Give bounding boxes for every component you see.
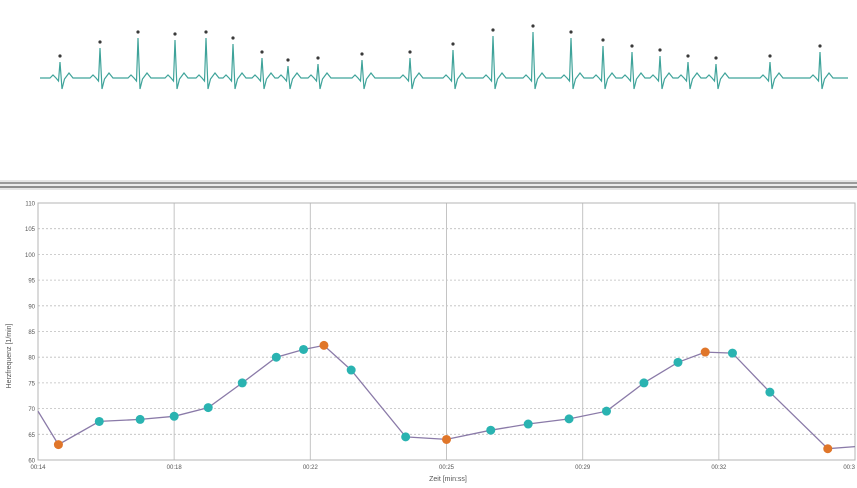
- r-peak-marker: [569, 30, 573, 34]
- r-peak-marker: [768, 54, 772, 58]
- r-peak-marker: [260, 50, 264, 54]
- data-point[interactable]: [564, 414, 574, 424]
- r-peak-marker: [98, 40, 102, 44]
- data-point[interactable]: [299, 344, 309, 354]
- x-tick-label: 00:22: [303, 465, 319, 471]
- r-peak-marker: [316, 56, 320, 60]
- extreme-data-point[interactable]: [442, 434, 451, 444]
- extreme-data-point[interactable]: [823, 444, 833, 454]
- extreme-data-point[interactable]: [53, 440, 63, 450]
- r-peak-marker: [204, 30, 208, 34]
- r-peak-marker: [231, 36, 235, 40]
- r-peak-marker: [686, 54, 690, 58]
- x-tick-label: 00:29: [575, 465, 591, 471]
- r-peak-marker: [531, 24, 535, 28]
- y-tick-label: 75: [28, 381, 35, 387]
- data-point[interactable]: [169, 411, 179, 421]
- y-tick-label: 100: [25, 253, 36, 259]
- x-axis-label: Zeit [min:ss]: [429, 476, 467, 483]
- x-tick-label: 00:14: [30, 465, 46, 471]
- data-point[interactable]: [203, 403, 213, 413]
- data-point[interactable]: [271, 352, 281, 362]
- heart-rate-points: [53, 340, 833, 454]
- y-axis-label: Herzfrequenz [1/min]: [6, 323, 13, 388]
- y-tick-label: 95: [28, 279, 35, 285]
- ecg-strip-panel: [0, 0, 857, 180]
- r-peak-marker: [136, 30, 140, 34]
- y-tick-label: 85: [28, 330, 35, 336]
- r-peak-marker: [286, 58, 290, 62]
- data-point[interactable]: [486, 425, 496, 435]
- data-point[interactable]: [94, 416, 104, 426]
- data-point[interactable]: [346, 365, 356, 375]
- data-point[interactable]: [727, 348, 737, 358]
- y-tick-label: 60: [28, 459, 35, 465]
- extreme-data-point[interactable]: [700, 347, 710, 357]
- x-tick-label: 00:3: [843, 465, 855, 471]
- data-point[interactable]: [523, 419, 533, 429]
- y-tick-label: 110: [25, 202, 35, 208]
- x-axis-ticks: 00:14 00:18 00:22 00:25 00:29 00:32 00:3: [30, 465, 855, 471]
- r-peak-marker: [601, 38, 605, 42]
- r-peak-marker: [658, 48, 662, 52]
- r-peak-marker: [408, 50, 412, 54]
- data-point[interactable]: [673, 357, 683, 367]
- chart-grid: [37, 202, 856, 461]
- r-peak-marker: [58, 54, 62, 58]
- y-tick-label: 90: [28, 304, 35, 310]
- y-tick-label: 105: [25, 227, 36, 233]
- extreme-data-point[interactable]: [319, 340, 329, 350]
- r-peak-marker: [451, 42, 455, 46]
- r-peak-marker: [818, 44, 822, 48]
- ecg-strip: [40, 24, 848, 90]
- plot-area-border: [37, 202, 856, 461]
- panel-splitter[interactable]: [0, 180, 857, 190]
- data-point[interactable]: [135, 414, 145, 424]
- y-tick-label: 70: [28, 407, 35, 413]
- data-point[interactable]: [639, 378, 649, 388]
- data-point[interactable]: [237, 378, 247, 388]
- y-tick-label: 80: [28, 356, 35, 362]
- r-peak-marker: [714, 56, 718, 60]
- y-tick-label: 65: [28, 433, 35, 439]
- heart-rate-chart: 60 65 70 75 80 85 90 95 100 105 110 00:14 00:18 00:2…: [6, 202, 856, 484]
- data-point[interactable]: [601, 406, 611, 416]
- x-tick-label: 00:18: [167, 465, 183, 471]
- ecg-trace: [40, 31, 848, 90]
- heart-rate-line: [37, 344, 856, 450]
- r-peak-marker: [173, 32, 177, 36]
- r-peak-marker: [630, 44, 634, 48]
- x-tick-label: 00:32: [711, 465, 727, 471]
- data-point[interactable]: [765, 387, 775, 397]
- r-peak-marker: [491, 28, 495, 32]
- y-axis-ticks: 60 65 70 75 80 85 90 95 100 105 110: [25, 202, 36, 465]
- x-tick-label: 00:25: [439, 465, 455, 471]
- data-point[interactable]: [401, 432, 411, 442]
- heart-rate-chart-panel: 60 65 70 75 80 85 90 95 100 105 110 00:14 00:18 00:2…: [0, 190, 857, 483]
- r-peak-marker: [360, 52, 364, 56]
